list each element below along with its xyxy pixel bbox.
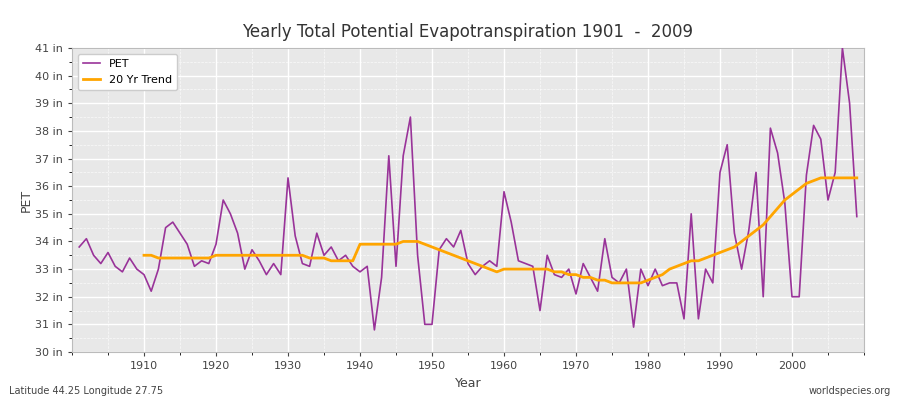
X-axis label: Year: Year (454, 376, 482, 390)
20 Yr Trend (830, 176, 841, 180)
PET (499, 189, 509, 194)
Legend: PET, 20 Yr Trend: PET, 20 Yr Trend (77, 54, 177, 90)
Text: worldspecies.org: worldspecies.org (809, 386, 891, 396)
PET (74, 244, 85, 249)
20 Yr Trend (139, 253, 149, 258)
PET (837, 46, 848, 50)
20 Yr Trend (275, 253, 286, 258)
Line: PET: PET (79, 48, 857, 330)
20 Yr Trend (563, 272, 574, 277)
20 Yr Trend (801, 181, 812, 186)
20 Yr Trend (506, 267, 517, 272)
20 Yr Trend (304, 256, 315, 260)
Y-axis label: PET: PET (19, 188, 32, 212)
PET (131, 267, 142, 272)
PET (851, 214, 862, 219)
20 Yr Trend (607, 280, 617, 285)
PET (290, 234, 301, 238)
PET (506, 220, 517, 224)
PET (333, 258, 344, 263)
20 Yr Trend (815, 176, 826, 180)
Title: Yearly Total Potential Evapotranspiration 1901  -  2009: Yearly Total Potential Evapotranspiratio… (242, 23, 694, 41)
PET (369, 328, 380, 332)
Line: 20 Yr Trend: 20 Yr Trend (144, 178, 857, 283)
Text: Latitude 44.25 Longitude 27.75: Latitude 44.25 Longitude 27.75 (9, 386, 163, 396)
PET (592, 289, 603, 294)
20 Yr Trend (851, 176, 862, 180)
